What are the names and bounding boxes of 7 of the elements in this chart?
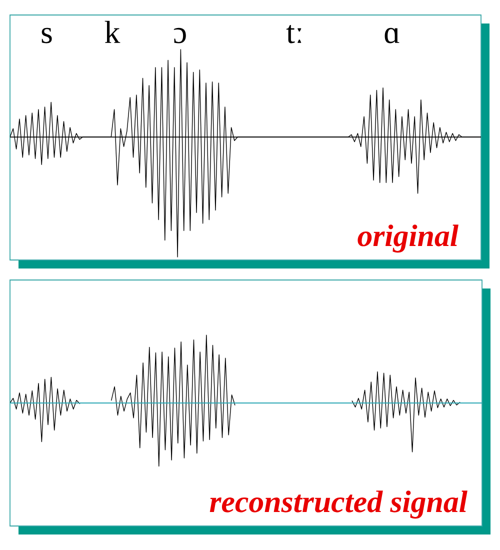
text: reconstructed signal bbox=[210, 490, 468, 519]
text: ɔ bbox=[174, 28, 186, 44]
text: s bbox=[42, 28, 52, 44]
text: k bbox=[104, 20, 120, 43]
text: tː bbox=[286, 24, 302, 44]
text: ɑ bbox=[384, 28, 400, 44]
text: original bbox=[358, 224, 458, 253]
